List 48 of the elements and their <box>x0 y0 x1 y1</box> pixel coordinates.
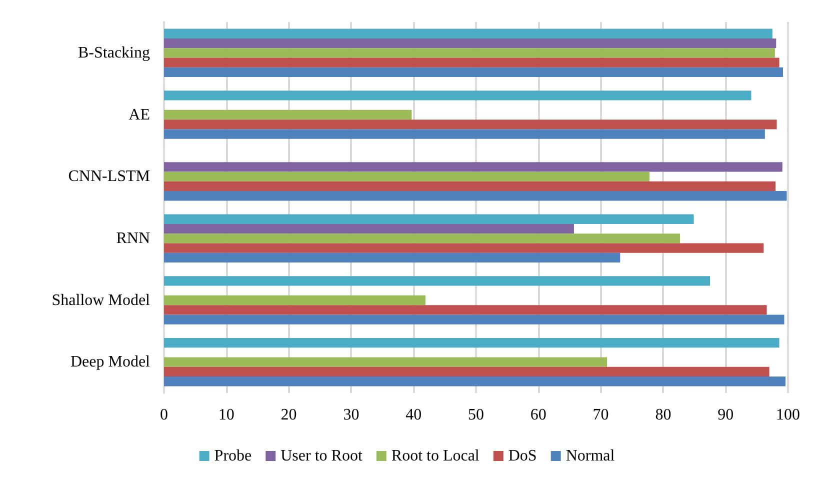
bar <box>164 58 780 68</box>
x-tick-label: 10 <box>218 406 234 424</box>
x-tick-label: 60 <box>530 406 546 424</box>
bar <box>164 305 767 315</box>
y-tick-label: Shallow Model <box>52 292 151 309</box>
x-tick-label: 90 <box>718 406 734 424</box>
x-tick-label: 20 <box>280 406 297 424</box>
bar <box>164 314 784 324</box>
bar <box>164 110 412 120</box>
bar <box>164 90 752 100</box>
bar <box>164 67 784 78</box>
legend-label: Probe <box>214 448 252 464</box>
x-tick-label: 0 <box>160 406 168 424</box>
y-tick-label: AE <box>128 106 150 124</box>
y-tick-label: RNN <box>116 230 150 247</box>
y-tick-label: Deep Model <box>70 354 151 371</box>
x-tick-label: 70 <box>592 406 609 424</box>
bar <box>164 252 620 263</box>
bar <box>164 376 786 386</box>
bar <box>164 162 782 172</box>
bar <box>164 366 770 377</box>
x-tick-label: 50 <box>468 406 484 424</box>
bar <box>164 48 775 58</box>
bar <box>164 357 608 367</box>
bar <box>164 191 787 201</box>
bar <box>164 172 650 182</box>
bar <box>164 224 574 234</box>
x-tick-label: 30 <box>343 406 360 424</box>
bar <box>164 234 680 244</box>
bar <box>164 214 694 224</box>
y-tick-label: B-Stacking <box>78 44 150 62</box>
legend-label: Normal <box>566 448 616 464</box>
x-tick-label: 80 <box>655 406 672 424</box>
legend-label: DoS <box>508 448 537 464</box>
bar <box>164 129 765 139</box>
x-tick-label: 40 <box>406 406 422 424</box>
bar <box>164 295 426 306</box>
bar <box>164 38 776 48</box>
bar <box>164 276 710 286</box>
bar <box>164 28 772 38</box>
bar <box>164 338 780 348</box>
legend-label: Root to Local <box>391 448 480 464</box>
bar <box>164 181 776 192</box>
legend-label: User to Root <box>280 448 363 464</box>
bar <box>164 120 777 130</box>
x-tick-label: 100 <box>776 406 800 424</box>
bar <box>164 243 764 253</box>
y-tick-label: CNN-LSTM <box>68 168 150 186</box>
